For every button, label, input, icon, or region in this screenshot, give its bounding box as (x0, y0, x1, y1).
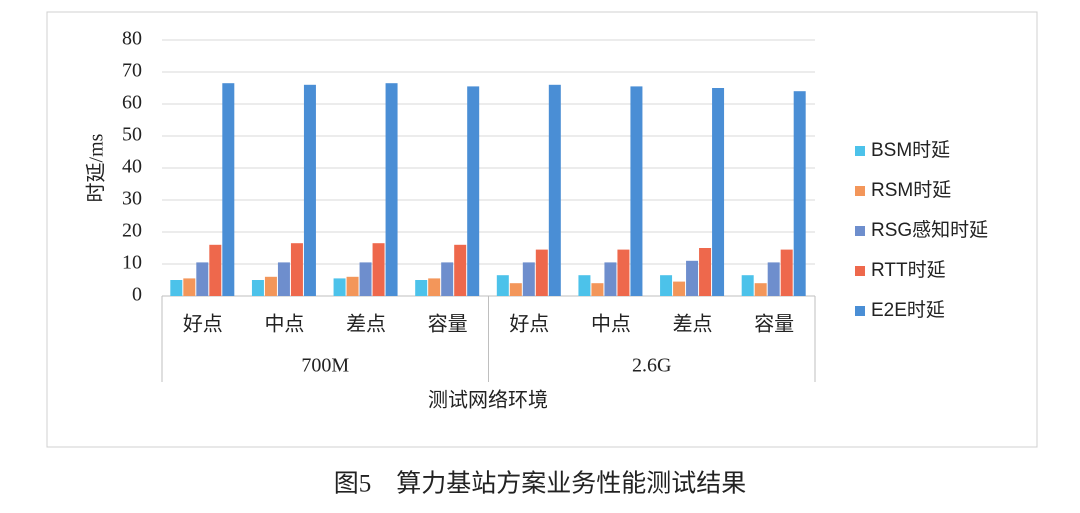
legend-label: RSG感知时延 (871, 219, 988, 241)
y-tick-label: 0 (132, 284, 142, 306)
bar (222, 83, 235, 296)
bar (712, 88, 725, 296)
y-tick-label: 20 (122, 220, 142, 242)
bar (660, 275, 673, 296)
bar (359, 262, 372, 296)
bar (290, 243, 303, 296)
bar (591, 283, 604, 296)
bar (630, 86, 643, 297)
x-tick-label: 差点 (346, 313, 386, 336)
bar (385, 83, 398, 296)
bar (522, 262, 535, 296)
bar (333, 278, 346, 296)
x-axis-title: 测试网络环境 (428, 389, 548, 412)
bar (767, 262, 780, 296)
figure-caption: 图5 算力基站方案业务性能测试结果 (334, 470, 747, 498)
bar (196, 262, 209, 296)
bar (496, 275, 509, 296)
legend-label: RTT时延 (871, 259, 946, 281)
y-axis-title: 时延/ms (85, 133, 108, 202)
bar (372, 243, 385, 296)
y-tick-label: 30 (122, 188, 142, 210)
bar (780, 249, 793, 296)
bar (535, 249, 548, 296)
legend-swatch (855, 306, 865, 316)
x-tick-label: 中点 (591, 313, 631, 336)
bar (754, 283, 767, 296)
bar (303, 84, 316, 296)
group-label: 700M (301, 355, 349, 377)
y-tick-label: 80 (122, 28, 142, 50)
bar (467, 86, 480, 297)
legend-swatch (855, 226, 865, 236)
y-tick-label: 50 (122, 124, 142, 146)
bar (793, 91, 806, 296)
x-tick-label: 中点 (264, 313, 304, 336)
chart-frame (46, 11, 1038, 448)
x-tick-label: 差点 (673, 313, 713, 336)
y-tick-label: 70 (122, 60, 142, 82)
bar (264, 276, 277, 296)
y-tick-label: 60 (122, 92, 142, 114)
bar (604, 262, 617, 296)
bar (277, 262, 290, 296)
bar (699, 248, 712, 296)
bar (170, 280, 183, 296)
bar (673, 281, 686, 296)
legend-label: BSM时延 (871, 139, 950, 161)
legend-swatch (855, 146, 865, 156)
legend-label: RSM时延 (871, 179, 951, 201)
bar (346, 276, 359, 296)
x-tick-label: 好点 (509, 313, 549, 336)
bar (741, 275, 754, 296)
bar (251, 280, 264, 296)
legend-swatch (855, 266, 865, 276)
bar (509, 283, 522, 296)
bar (454, 244, 467, 296)
bar (578, 275, 591, 296)
y-tick-label: 10 (122, 252, 142, 274)
bar (415, 280, 428, 296)
legend-label: E2E时延 (871, 299, 945, 321)
bar (686, 260, 699, 296)
bar (183, 278, 196, 296)
bar (209, 244, 222, 296)
bar (441, 262, 454, 296)
x-tick-label: 好点 (183, 313, 223, 336)
bar (428, 278, 441, 296)
bar (548, 84, 561, 296)
legend-swatch (855, 186, 865, 196)
y-tick-label: 40 (122, 156, 142, 178)
group-label: 2.6G (632, 355, 671, 377)
x-tick-label: 容量 (754, 313, 794, 336)
bar (617, 249, 630, 296)
x-tick-label: 容量 (428, 313, 468, 336)
